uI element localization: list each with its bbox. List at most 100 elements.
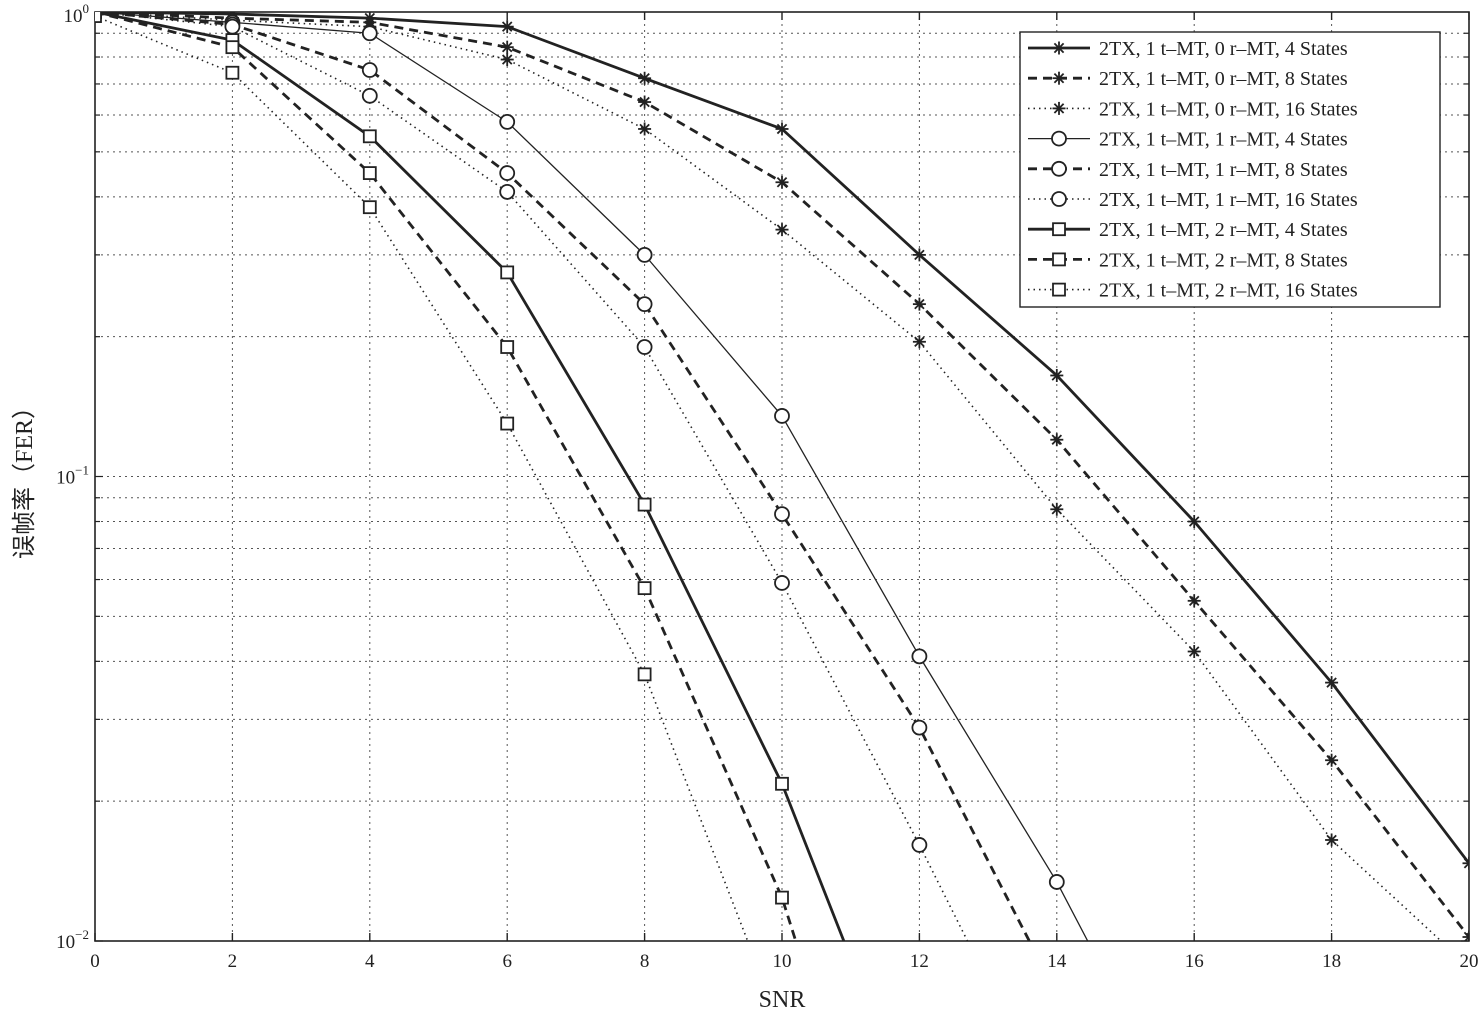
series-line: [95, 12, 1031, 941]
star-marker: [638, 95, 652, 109]
legend-entry: 2TX, 1 t–MT, 2 r–MT, 8 States: [1028, 249, 1348, 271]
star-stroke: [639, 123, 650, 135]
series-square-solid: [95, 12, 846, 941]
legend-label: 2TX, 1 t–MT, 1 r–MT, 4 States: [1099, 129, 1348, 151]
star-marker: [912, 335, 926, 349]
legend-entry: 2TX, 1 t–MT, 0 r–MT, 16 States: [1028, 98, 1358, 120]
square-marker: [225, 65, 240, 80]
x-tick-label: 16: [1185, 951, 1204, 972]
star-stroke: [1188, 595, 1200, 607]
star-stroke: [1053, 42, 1065, 54]
star-marker: [1187, 594, 1201, 608]
star-stroke: [1326, 754, 1337, 766]
circle-marker: [911, 837, 928, 853]
circle-marker: [361, 25, 378, 42]
square-marker: [362, 129, 377, 144]
square-marker: [1052, 282, 1066, 297]
series-line: [95, 12, 969, 941]
grid: [95, 12, 1469, 941]
square-marker: [637, 497, 652, 512]
x-axis-title: SNR: [759, 987, 806, 1011]
legend-entry: 2TX, 1 t–MT, 1 r–MT, 16 States: [1028, 189, 1358, 211]
star-stroke: [1463, 858, 1469, 865]
star-stroke: [1188, 516, 1200, 527]
star-marker: [1325, 676, 1339, 690]
circle-marker: [1048, 874, 1065, 890]
series-circle-solid-thin: [95, 12, 1089, 941]
series-circle-dashed: [95, 12, 1031, 941]
circle-marker: [499, 165, 516, 181]
star-stroke: [501, 41, 513, 53]
series-circle-dotted: [95, 12, 969, 941]
square-marker: [95, 12, 102, 23]
circle-marker: [1051, 191, 1067, 207]
star-stroke: [1053, 72, 1065, 84]
legend-label: 2TX, 1 t–MT, 2 r–MT, 8 States: [1099, 249, 1348, 271]
circle-marker: [774, 575, 790, 591]
star-stroke: [1188, 646, 1200, 657]
star-stroke: [1326, 677, 1337, 688]
legend-label: 2TX, 1 t–MT, 1 r–MT, 16 States: [1099, 189, 1358, 211]
star-marker: [1325, 833, 1339, 847]
square-marker: [775, 890, 789, 905]
y-tick-label: 100: [64, 1, 90, 27]
legend-label: 2TX, 1 t–MT, 0 r–MT, 16 States: [1099, 98, 1358, 120]
star-stroke: [776, 224, 788, 235]
star-stroke: [776, 123, 788, 135]
star-stroke: [914, 298, 925, 310]
star-marker: [1050, 502, 1064, 516]
circle-marker: [636, 246, 653, 263]
square-marker: [500, 265, 515, 280]
y-tick-exponent: −1: [75, 463, 89, 478]
star-stroke: [1326, 834, 1337, 846]
series-line: [95, 12, 1089, 941]
star-marker: [638, 71, 652, 85]
legend-entry: 2TX, 1 t–MT, 2 r–MT, 16 States: [1028, 280, 1358, 302]
square-marker: [500, 340, 515, 354]
star-marker: [1052, 101, 1066, 115]
star-marker: [500, 53, 514, 67]
star-marker: [1187, 515, 1201, 529]
x-tick-label: 8: [640, 951, 650, 972]
x-tick-label: 0: [90, 951, 100, 972]
circle-marker: [224, 18, 241, 35]
x-tick-labels: 0 2 4 6 8 10 12 14 16 18 20: [90, 951, 1478, 972]
circle-marker: [636, 296, 653, 313]
star-marker: [775, 175, 789, 189]
star-marker: [912, 297, 926, 311]
x-tick-label: 4: [365, 951, 375, 972]
y-tick-exponent: 0: [83, 1, 90, 16]
series-square-dotted: [95, 12, 749, 941]
star-stroke: [1053, 103, 1065, 114]
circle-marker: [774, 408, 790, 424]
star-marker: [1050, 433, 1064, 447]
star-stroke: [1051, 504, 1063, 515]
x-tick-label: 18: [1322, 951, 1341, 972]
star-marker: [638, 122, 652, 136]
legend-entry: 2TX, 1 t–MT, 1 r–MT, 4 States: [1028, 129, 1348, 151]
legend-label: 2TX, 1 t–MT, 2 r–MT, 16 States: [1099, 280, 1358, 302]
star-stroke: [1051, 434, 1063, 445]
legend-label: 2TX, 1 t–MT, 1 r–MT, 8 States: [1099, 159, 1348, 181]
star-marker: [1052, 71, 1066, 85]
legend-entry: 2TX, 1 t–MT, 2 r–MT, 4 States: [1028, 219, 1348, 241]
star-stroke: [1463, 935, 1469, 941]
star-stroke: [1463, 931, 1469, 939]
circle-marker: [361, 87, 378, 104]
y-tick-label: 10−1: [56, 463, 89, 489]
star-marker: [775, 223, 789, 237]
series-square-dashed: [95, 12, 798, 941]
star-stroke: [914, 249, 925, 261]
y-tick-exponent: −2: [75, 927, 89, 942]
square-marker: [1052, 222, 1066, 237]
legend: 2TX, 1 t–MT, 0 r–MT, 4 States 2TX, 1 t–MT…: [1019, 31, 1441, 308]
x-tick-label: 20: [1460, 951, 1479, 972]
star-marker: [1052, 41, 1066, 55]
star-stroke: [914, 336, 925, 348]
square-marker: [500, 416, 515, 431]
circle-marker: [774, 506, 790, 522]
square-marker: [362, 166, 377, 180]
circle-marker: [1051, 130, 1067, 147]
series-star-solid: [95, 12, 1469, 870]
